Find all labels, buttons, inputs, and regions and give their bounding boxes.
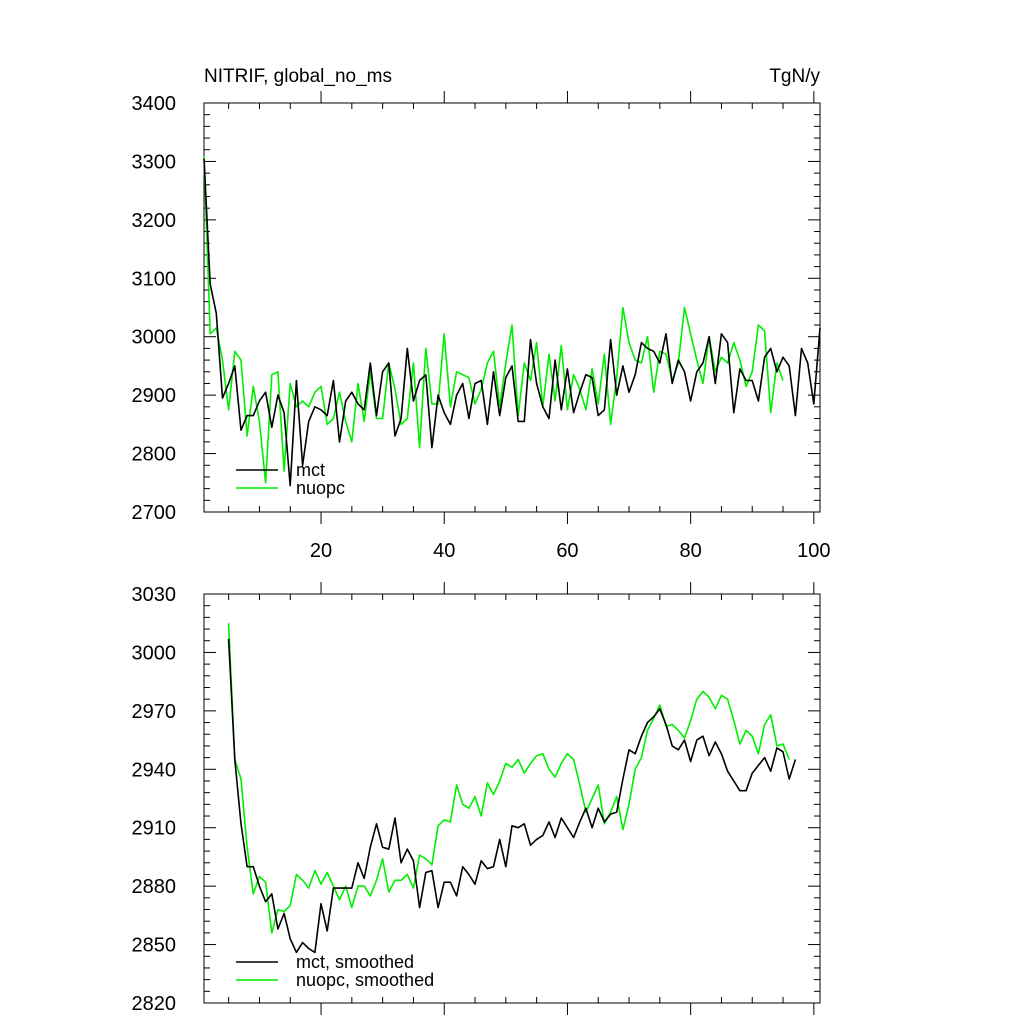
- y-tick-label: 3100: [132, 268, 177, 290]
- y-tick-label: 2850: [132, 935, 177, 957]
- y-tick-label: 2910: [132, 818, 177, 840]
- series-line-mct-smoothed: [227, 638, 797, 954]
- y-tick-label: 3200: [132, 210, 177, 232]
- series-lines: [227, 623, 797, 954]
- y-tick-label: 2820: [132, 993, 177, 1015]
- y-tick-label: 2800: [132, 444, 177, 466]
- y-tick-label: 2970: [132, 701, 177, 723]
- panel-bottom: 2820 2850 2880 2910 2940 2970 3000 3030 mct, sm…: [132, 582, 821, 1015]
- x-tick-label: 40: [433, 540, 455, 562]
- legend-label: mct, smoothed: [296, 952, 414, 972]
- y-tick-label: 2700: [132, 502, 177, 524]
- x-tick-label: 80: [680, 540, 702, 562]
- plot-frame: [203, 593, 821, 1004]
- y-tick-label: 3030: [132, 584, 177, 606]
- axis-ticks: [204, 582, 820, 1015]
- y-tick-label: 3300: [132, 151, 177, 173]
- series-line-nuopc-smoothed: [227, 623, 790, 934]
- x-tick-label: 20: [310, 540, 332, 562]
- series-line-mct: [203, 158, 821, 487]
- y-tick-label: 3000: [132, 642, 177, 664]
- series-lines: [203, 155, 821, 487]
- x-tick-label: 100: [797, 540, 830, 562]
- legend-label: nuopc: [296, 478, 345, 498]
- plot-frame: [203, 102, 821, 513]
- axis-tick-labels: 2820 2850 2880 2910 2940 2970 3000 3030: [132, 584, 177, 1015]
- panel-top: NITRIF, global_no_ms TgN/y 2700 2800 2900 3…: [132, 66, 831, 562]
- series-line-nuopc: [203, 155, 784, 484]
- units-label: TgN/y: [769, 66, 820, 87]
- chart-title: NITRIF, global_no_ms: [204, 66, 392, 87]
- x-tick-label: 60: [556, 540, 578, 562]
- axis-tick-labels: 2700 2800 2900 3000 3100 3200 3300 3400 20 40 60 80…: [132, 93, 831, 562]
- y-tick-label: 3400: [132, 93, 177, 115]
- legend-label: nuopc, smoothed: [296, 970, 434, 990]
- y-tick-label: 2940: [132, 759, 177, 781]
- y-tick-label: 2880: [132, 876, 177, 898]
- y-tick-label: 2900: [132, 385, 177, 407]
- y-tick-label: 3000: [132, 327, 177, 349]
- legend-label: mct: [296, 460, 325, 480]
